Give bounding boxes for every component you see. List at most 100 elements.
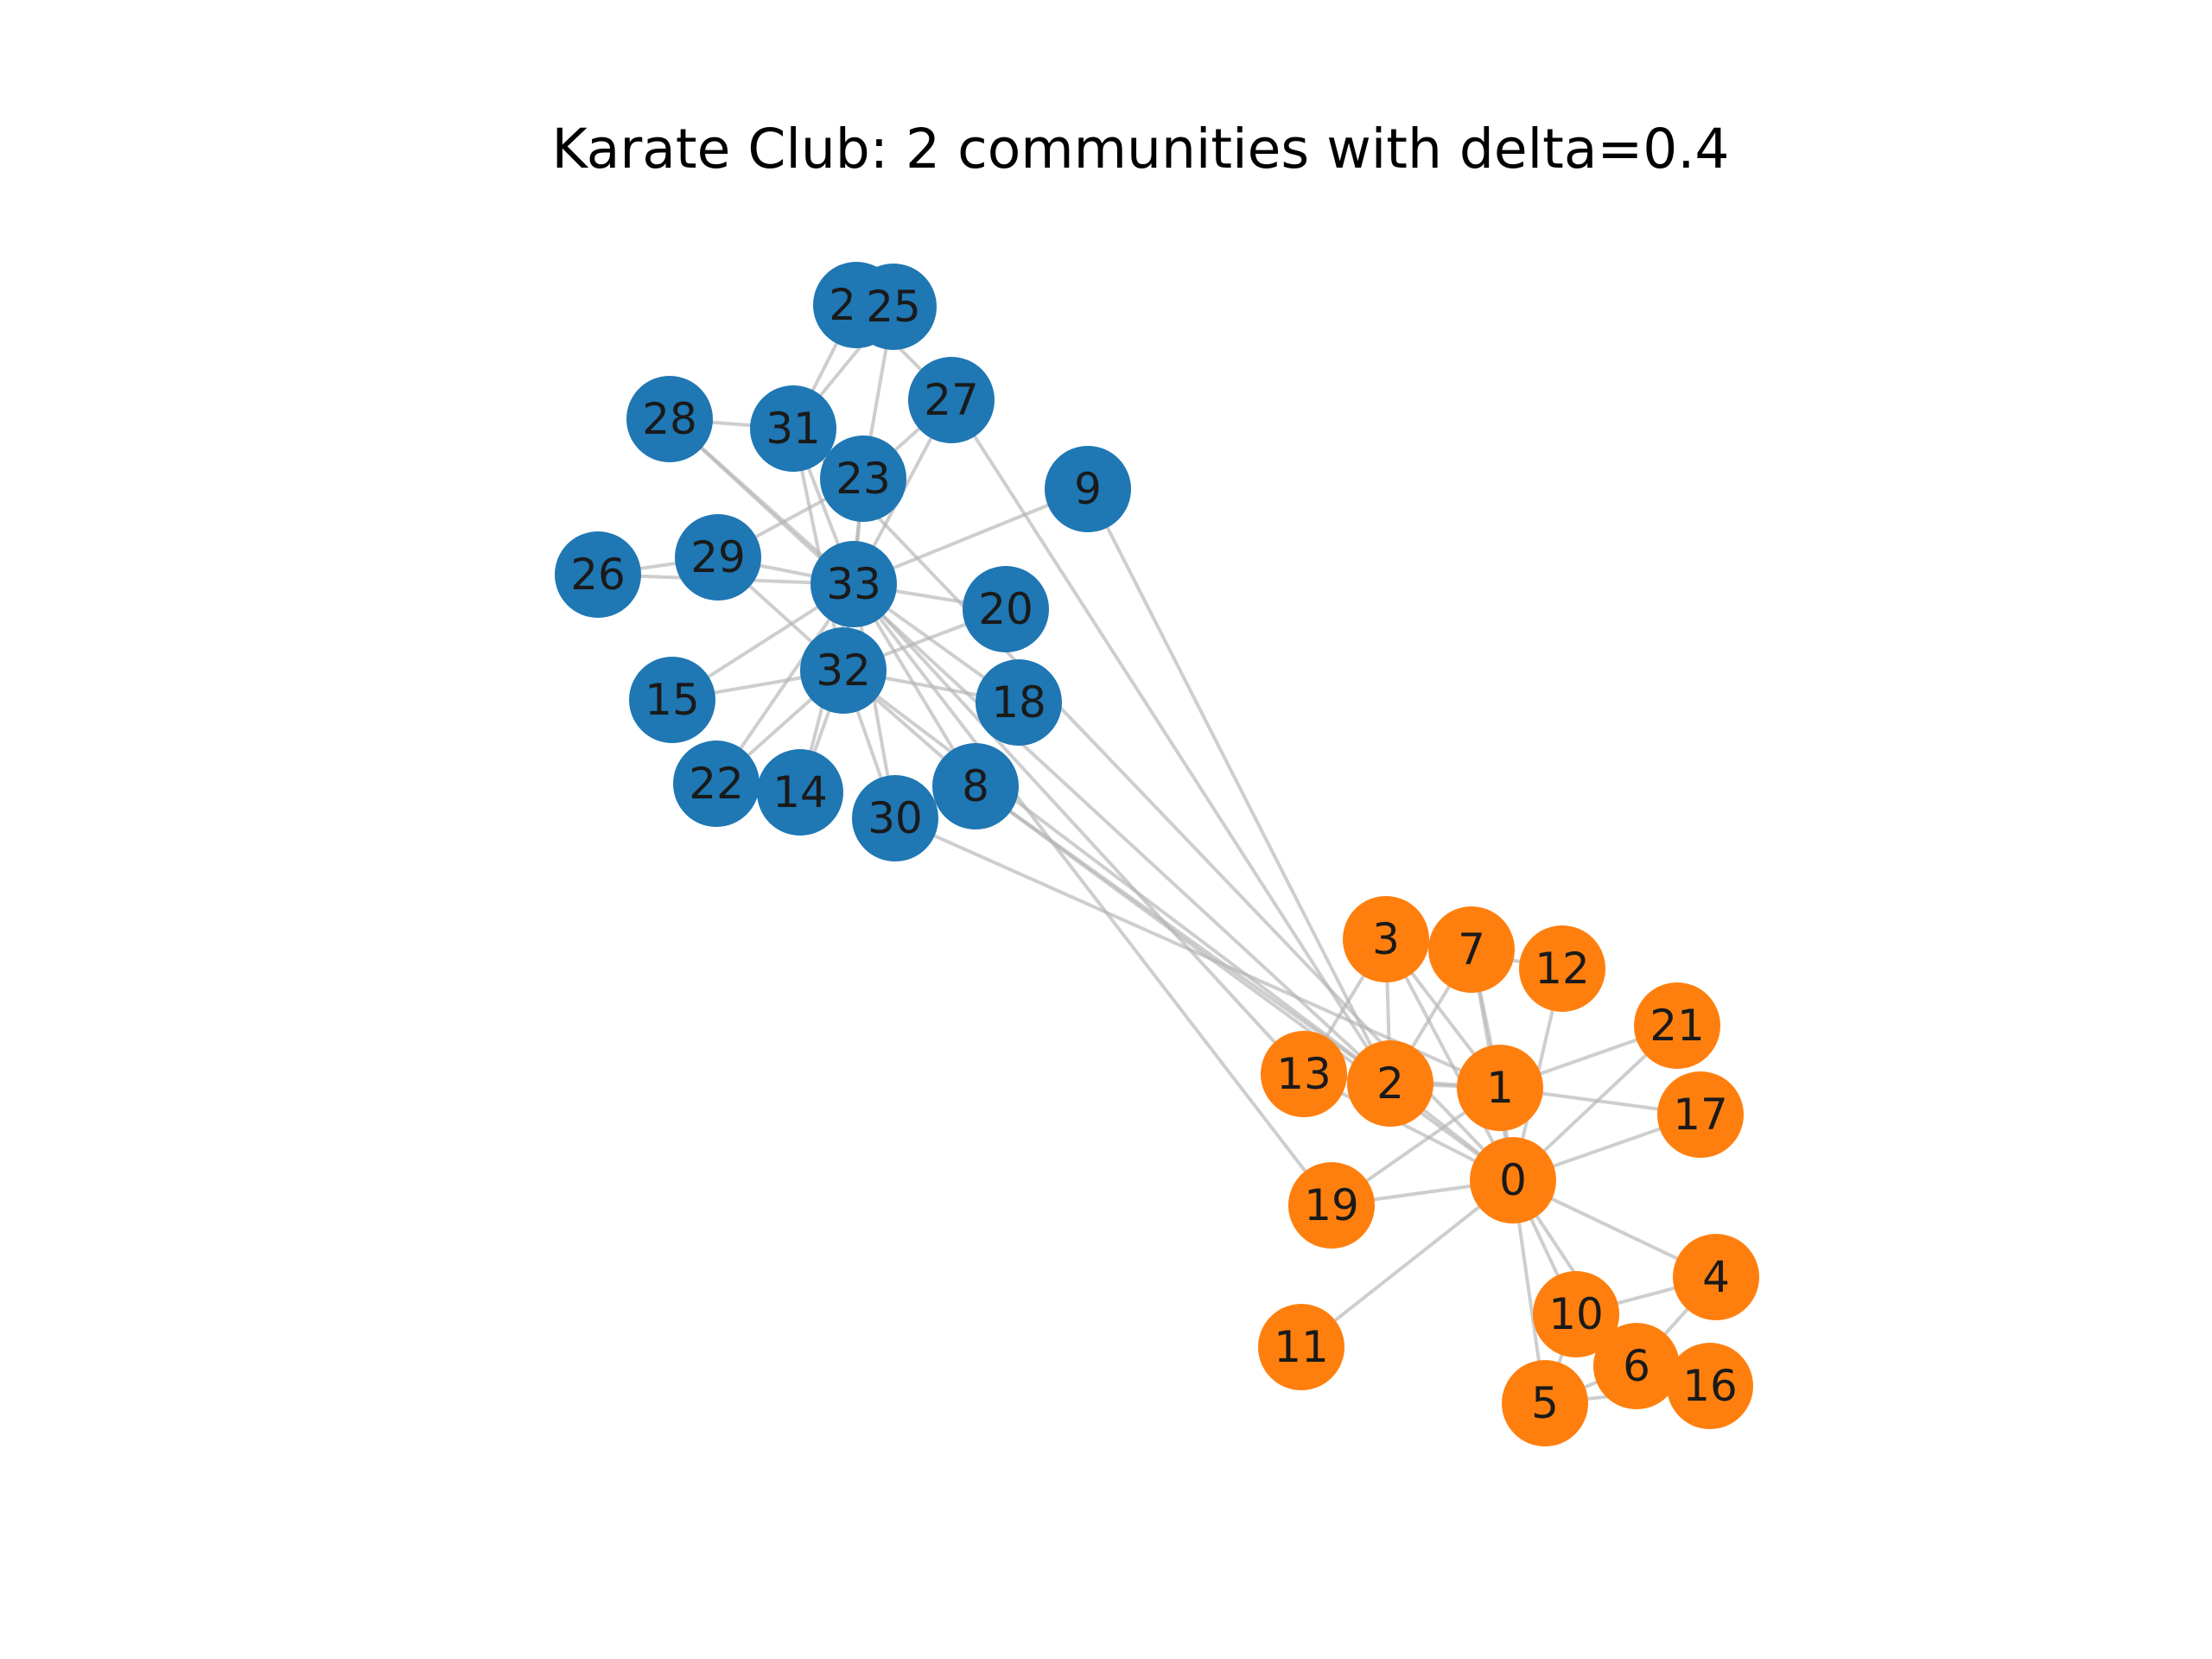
node-label-31: 31 (766, 404, 821, 454)
node-label-12: 12 (1535, 944, 1590, 994)
node-label-32: 32 (816, 645, 871, 696)
node-label-11: 11 (1274, 1322, 1329, 1372)
node-15: 15 (629, 657, 715, 743)
node-label-1: 1 (1486, 1063, 1514, 1113)
node-circle-16 (1667, 1343, 1753, 1429)
node-21: 21 (1634, 982, 1720, 1069)
node-circle-25 (850, 264, 937, 350)
node-6: 6 (1593, 1323, 1680, 1409)
node-32: 32 (800, 627, 887, 714)
node-label-14: 14 (772, 767, 828, 817)
node-circle-0 (1470, 1137, 1556, 1224)
node-4: 4 (1673, 1234, 1759, 1320)
node-circle-11 (1258, 1304, 1344, 1390)
node-label-18: 18 (991, 677, 1046, 728)
node-10: 10 (1533, 1271, 1619, 1357)
node-1: 1 (1457, 1045, 1543, 1131)
node-circle-8 (932, 743, 1019, 830)
node-label-33: 33 (826, 559, 881, 609)
edge-2-8 (974, 785, 1392, 1085)
chart-title: Karate Club: 2 communities with delta=0.… (551, 118, 1730, 181)
node-circle-19 (1288, 1162, 1375, 1249)
node-18: 18 (976, 659, 1062, 746)
node-label-0: 0 (1499, 1155, 1527, 1205)
node-circle-20 (963, 566, 1049, 652)
node-circle-29 (675, 514, 761, 601)
node-label-27: 27 (924, 375, 979, 425)
node-circle-33 (810, 541, 897, 627)
node-7: 7 (1428, 906, 1515, 993)
node-label-26: 26 (570, 550, 626, 600)
node-label-15: 15 (645, 675, 700, 725)
node-label-19: 19 (1304, 1180, 1359, 1230)
edge-2-32 (842, 669, 1392, 1085)
edge-2-28 (668, 417, 1392, 1085)
node-label-22: 22 (689, 759, 744, 809)
node-19: 19 (1288, 1162, 1375, 1249)
node-circle-27 (908, 357, 995, 443)
node-circle-17 (1657, 1071, 1744, 1158)
edge-13-33 (852, 582, 1306, 1076)
node-22: 22 (673, 741, 760, 827)
node-circle-23 (820, 435, 906, 522)
node-label-4: 4 (1702, 1252, 1730, 1302)
node-circle-22 (673, 741, 760, 827)
node-11: 11 (1258, 1304, 1344, 1390)
node-5: 5 (1502, 1360, 1588, 1446)
node-label-2: 2 (1376, 1058, 1404, 1109)
edge-0-3 (1384, 938, 1515, 1181)
node-17: 17 (1657, 1071, 1744, 1158)
node-circle-10 (1533, 1271, 1619, 1357)
node-25: 25 (850, 264, 937, 350)
node-label-8: 8 (962, 761, 989, 811)
node-label-30: 30 (868, 793, 923, 843)
node-label-25: 25 (866, 282, 921, 332)
node-27: 27 (908, 357, 995, 443)
node-circle-5 (1502, 1360, 1588, 1446)
node-2: 2 (1347, 1040, 1433, 1127)
node-circle-2 (1347, 1040, 1433, 1127)
node-circle-30 (852, 775, 938, 861)
node-label-7: 7 (1458, 925, 1485, 975)
node-label-20: 20 (978, 584, 1033, 634)
node-label-3: 3 (1372, 914, 1400, 964)
node-33: 33 (810, 541, 897, 627)
node-8: 8 (932, 743, 1019, 830)
node-circle-26 (555, 531, 641, 618)
node-circle-21 (1634, 982, 1720, 1069)
node-23: 23 (820, 435, 906, 522)
node-label-17: 17 (1673, 1090, 1728, 1140)
node-label-16: 16 (1682, 1361, 1738, 1411)
node-26: 26 (555, 531, 641, 618)
edge-0-11 (1300, 1179, 1515, 1349)
node-28: 28 (626, 376, 713, 462)
node-circle-4 (1673, 1234, 1759, 1320)
node-label-6: 6 (1623, 1341, 1650, 1391)
node-circle-6 (1593, 1323, 1680, 1409)
node-circle-9 (1045, 446, 1131, 532)
node-circle-13 (1261, 1031, 1347, 1117)
node-9: 9 (1045, 446, 1131, 532)
edge-19-33 (852, 582, 1333, 1207)
node-13: 13 (1261, 1031, 1347, 1117)
node-circle-7 (1428, 906, 1515, 993)
node-layer: 0123456789101112131415161718192021222324… (555, 262, 1759, 1446)
node-circle-12 (1519, 925, 1605, 1012)
node-circle-32 (800, 627, 887, 714)
node-label-28: 28 (642, 394, 697, 444)
node-circle-3 (1343, 896, 1429, 982)
node-14: 14 (757, 749, 843, 836)
node-circle-28 (626, 376, 713, 462)
node-29: 29 (675, 514, 761, 601)
edge-2-9 (1086, 488, 1392, 1084)
node-31: 31 (750, 385, 836, 472)
node-label-10: 10 (1548, 1289, 1604, 1339)
node-30: 30 (852, 775, 938, 861)
node-0: 0 (1470, 1137, 1556, 1224)
node-circle-1 (1457, 1045, 1543, 1131)
node-3: 3 (1343, 896, 1429, 982)
node-circle-15 (629, 657, 715, 743)
node-circle-31 (750, 385, 836, 472)
node-label-21: 21 (1649, 1001, 1705, 1051)
